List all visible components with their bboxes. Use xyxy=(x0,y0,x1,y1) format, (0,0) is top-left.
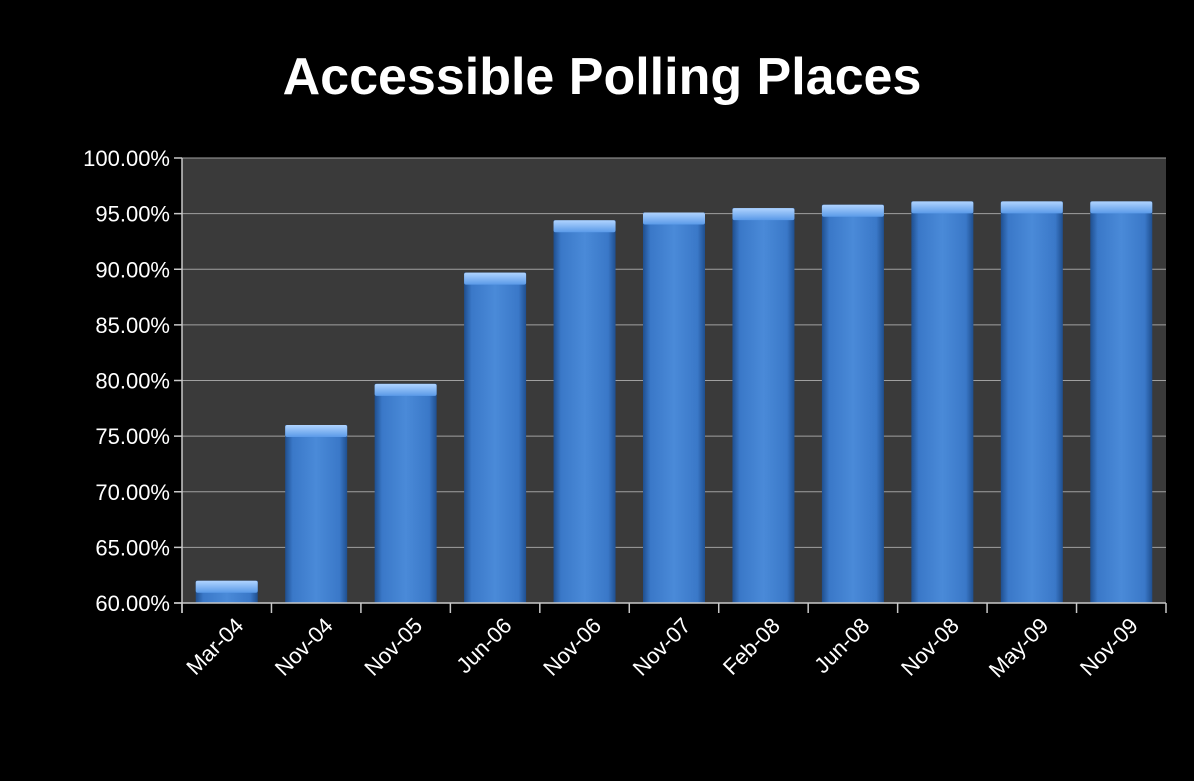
bar xyxy=(911,201,974,603)
y-tick-label: 90.00% xyxy=(95,257,170,282)
x-tick-label: Nov-09 xyxy=(1075,613,1143,681)
bar-body xyxy=(464,272,527,603)
bar-cap xyxy=(374,383,437,396)
bar-body xyxy=(1000,201,1063,603)
y-tick-label: 80.00% xyxy=(95,369,170,394)
bar-body xyxy=(732,208,795,603)
x-tick-label: Jun-06 xyxy=(451,613,516,678)
bar xyxy=(374,383,437,603)
y-tick-labels: 60.00% 65.00% 70.00% 75.00% 80.00% 85.00% 90.0… xyxy=(83,146,170,616)
bar-cap xyxy=(732,208,795,221)
bar-body xyxy=(374,383,437,603)
x-tick-label: Jun-08 xyxy=(809,613,874,678)
x-tick-label: May-09 xyxy=(984,613,1054,683)
bar xyxy=(643,212,705,603)
y-tick-label: 75.00% xyxy=(95,424,170,449)
y-tick-label: 100.00% xyxy=(83,146,170,171)
bar-cap xyxy=(195,580,258,593)
bar-body xyxy=(821,204,884,603)
bar-cap xyxy=(285,425,348,437)
bar-body xyxy=(643,212,705,603)
x-tick-label: Nov-08 xyxy=(896,613,964,681)
x-tick-label: Nov-07 xyxy=(628,613,696,681)
bar-cap xyxy=(821,204,884,217)
bar xyxy=(464,272,527,603)
bar xyxy=(1000,201,1063,603)
y-tick-label: 95.00% xyxy=(95,202,170,227)
y-tick-label: 70.00% xyxy=(95,480,170,505)
bar-body xyxy=(285,425,348,603)
axes xyxy=(174,157,1167,613)
bar xyxy=(553,220,616,604)
bar-cap xyxy=(911,201,974,214)
bar xyxy=(195,580,258,603)
x-tick-label: Mar-04 xyxy=(181,613,248,680)
bar-cap xyxy=(1090,201,1153,214)
x-tick-labels: Mar-04 Nov-04 Nov-05 Jun-06 Nov-06 Nov-07 Feb-… xyxy=(181,613,1142,683)
bar xyxy=(821,204,884,603)
y-tick-label: 60.00% xyxy=(95,591,170,616)
y-tick-label: 85.00% xyxy=(95,313,170,338)
y-tick-label: 65.00% xyxy=(95,535,170,560)
chart-title: Accessible Polling Places xyxy=(283,48,922,106)
bar-body xyxy=(553,220,616,604)
x-tick-label: Nov-06 xyxy=(538,613,606,681)
x-tick-label: Nov-05 xyxy=(359,613,427,681)
bar-cap xyxy=(643,212,705,225)
bar-cap xyxy=(553,220,616,233)
x-tick-label: Feb-08 xyxy=(718,613,785,680)
bars xyxy=(195,201,1153,604)
bar xyxy=(285,425,348,603)
bar xyxy=(732,208,795,603)
bar-cap xyxy=(464,272,527,285)
bar-cap xyxy=(1000,201,1063,214)
x-tick-label: Nov-04 xyxy=(270,613,338,681)
bar xyxy=(1090,201,1153,603)
bar-body xyxy=(1090,201,1153,603)
bar-body xyxy=(911,201,974,603)
